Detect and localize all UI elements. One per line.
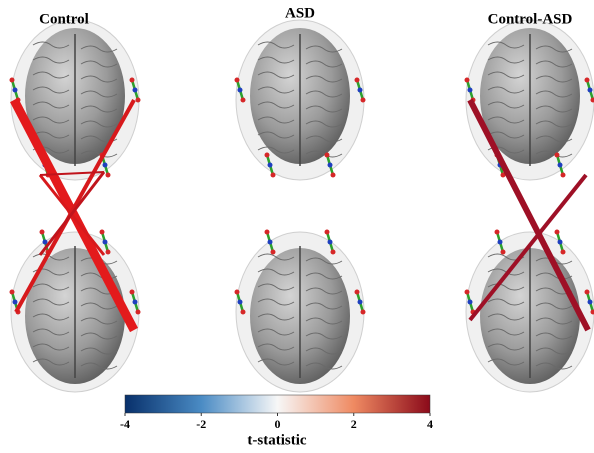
sensor	[465, 290, 470, 295]
panel-title: ASD	[285, 5, 315, 21]
sensor	[588, 300, 593, 305]
sensor	[585, 78, 590, 83]
sensor	[361, 310, 366, 315]
sensor	[585, 290, 590, 295]
sensor	[328, 240, 333, 245]
sensor	[10, 78, 15, 83]
panel-title: Control	[39, 11, 89, 27]
sensor	[43, 240, 48, 245]
colorbar-label: t-statistic	[247, 432, 306, 448]
figure: Control ASD Control-ASD -4 -2 0 2 4 t-statis…	[0, 0, 594, 453]
sensor	[265, 230, 270, 235]
sensor	[103, 240, 108, 245]
sensor	[358, 300, 363, 305]
sensor	[558, 240, 563, 245]
sensor	[40, 230, 45, 235]
sensor	[235, 290, 240, 295]
sensor	[106, 173, 111, 178]
panel-title: Control-ASD	[488, 11, 573, 27]
sensor	[103, 163, 108, 168]
sensor	[498, 240, 503, 245]
sensor	[133, 88, 138, 93]
sensor	[268, 163, 273, 168]
sensor	[495, 230, 500, 235]
sensor	[328, 163, 333, 168]
colorbar-tick-label: 2	[351, 417, 357, 431]
sensor	[10, 290, 15, 295]
sensor	[358, 88, 363, 93]
sensor	[355, 78, 360, 83]
sensor	[136, 310, 141, 315]
sensor	[331, 250, 336, 255]
sensor	[558, 163, 563, 168]
sensor	[235, 78, 240, 83]
sensor	[468, 88, 473, 93]
sensor	[100, 230, 105, 235]
sensor	[271, 173, 276, 178]
sensor	[106, 250, 111, 255]
sensor	[238, 300, 243, 305]
colorbar-tick-label: -4	[120, 417, 130, 431]
sensor	[265, 153, 270, 158]
sensor	[561, 250, 566, 255]
sensor	[325, 230, 330, 235]
brains	[10, 20, 594, 392]
sensor	[468, 300, 473, 305]
sensor	[241, 310, 246, 315]
sensor	[133, 300, 138, 305]
colorbar-tick-label: -2	[196, 417, 206, 431]
sensor	[13, 88, 18, 93]
sensor	[561, 173, 566, 178]
sensor	[331, 173, 336, 178]
sensor	[130, 78, 135, 83]
sensor	[325, 153, 330, 158]
sensor	[13, 300, 18, 305]
sensor	[271, 250, 276, 255]
sensor	[241, 98, 246, 103]
sensor	[238, 88, 243, 93]
colorbar-tick-label: 4	[427, 417, 433, 431]
sensor	[268, 240, 273, 245]
sensor	[555, 153, 560, 158]
sensor	[136, 98, 141, 103]
sensor	[588, 88, 593, 93]
sensor	[465, 78, 470, 83]
colorbar-ticks: -4 -2 0 2 4	[120, 413, 433, 431]
sensor	[130, 290, 135, 295]
sensor	[555, 230, 560, 235]
sensor	[361, 98, 366, 103]
colorbar	[125, 395, 430, 413]
colorbar-tick-label: 0	[275, 417, 281, 431]
sensor	[501, 250, 506, 255]
sensor	[355, 290, 360, 295]
